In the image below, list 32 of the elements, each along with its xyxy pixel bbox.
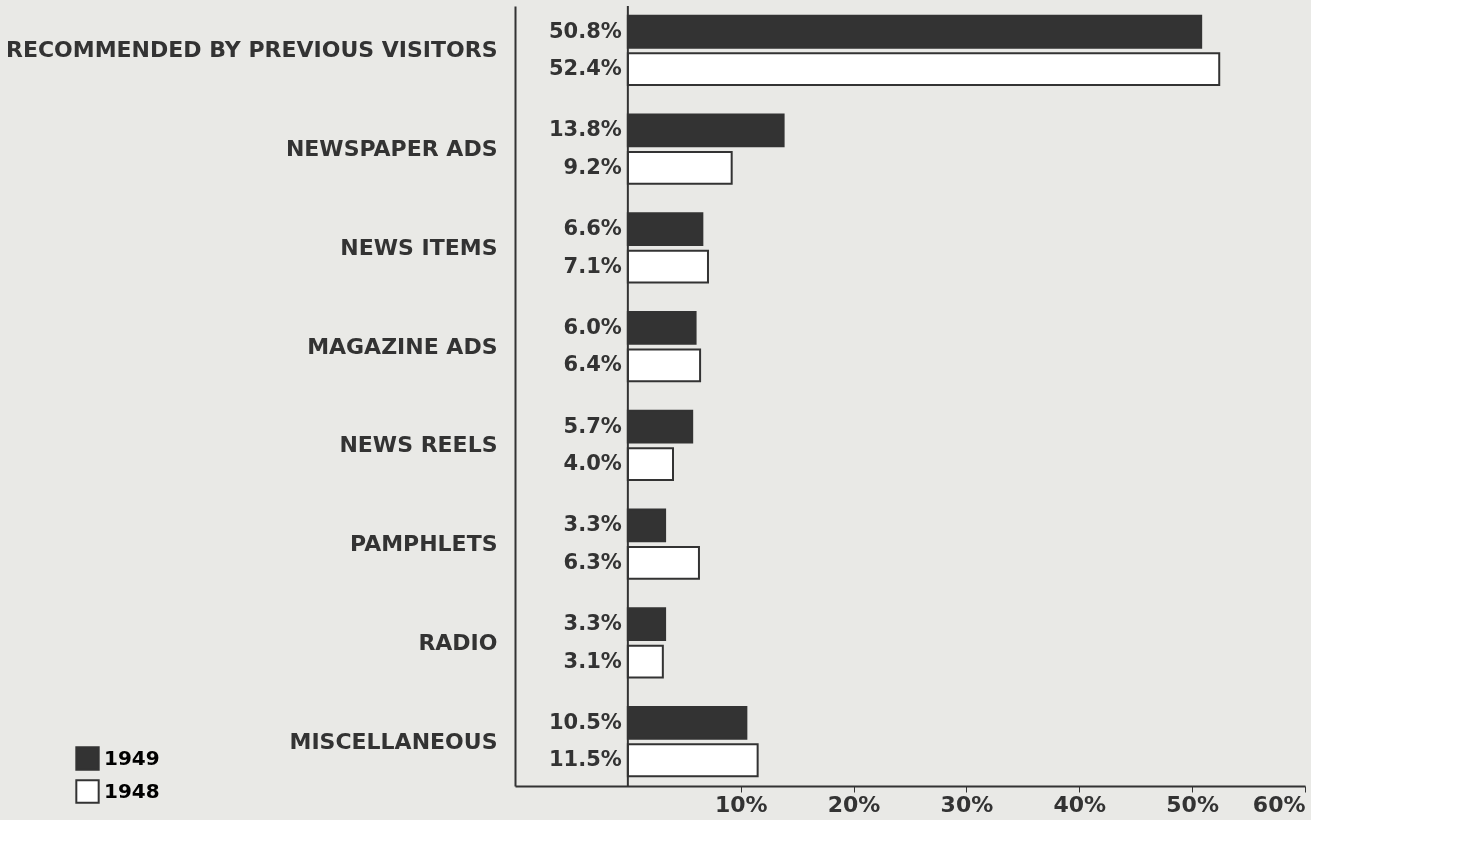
data-label: 6.6% <box>563 216 622 241</box>
x-tick-label: 30% <box>940 791 994 817</box>
legend-label: 1948 <box>104 778 160 803</box>
y-tick-label: NEWS REELS <box>339 432 498 458</box>
data-label: 5.7% <box>563 413 622 438</box>
data-label: 3.3% <box>563 611 622 636</box>
data-label: 3.3% <box>563 512 622 537</box>
legend-label: 1949 <box>104 745 160 770</box>
y-tick-label: RADIO <box>418 629 498 655</box>
x-tick-label: 60% <box>1252 791 1306 817</box>
y-tick-label: NEWSPAPER ADS <box>285 136 498 162</box>
data-label: 6.0% <box>563 314 622 339</box>
x-tick-label: 20% <box>827 791 881 817</box>
data-label: 52.4% <box>549 56 622 81</box>
y-tick-label: MAGAZINE ADS <box>307 333 498 359</box>
x-tick-label: 10% <box>714 791 768 817</box>
x-tick-label: 50% <box>1166 791 1219 817</box>
data-label: 9.2% <box>563 154 622 179</box>
x-tick-label: 40% <box>1053 791 1107 817</box>
data-label: 50.8% <box>549 18 622 43</box>
data-label: 6.4% <box>563 352 622 377</box>
data-label: 10.5% <box>549 709 622 734</box>
data-label: 3.1% <box>563 648 622 673</box>
data-label: 7.1% <box>563 253 622 278</box>
data-label: 11.5% <box>549 747 622 772</box>
data-label: 13.8% <box>549 117 622 142</box>
y-tick-label: MISCELLANEOUS <box>289 728 498 754</box>
data-label: 4.0% <box>563 451 622 476</box>
y-tick-label: RECOMMENDED BY PREVIOUS VISITORS <box>5 37 498 63</box>
y-tick-label: NEWS ITEMS <box>340 234 498 260</box>
data-label: 6.3% <box>563 549 622 574</box>
y-tick-label: PAMPHLETS <box>350 531 498 557</box>
